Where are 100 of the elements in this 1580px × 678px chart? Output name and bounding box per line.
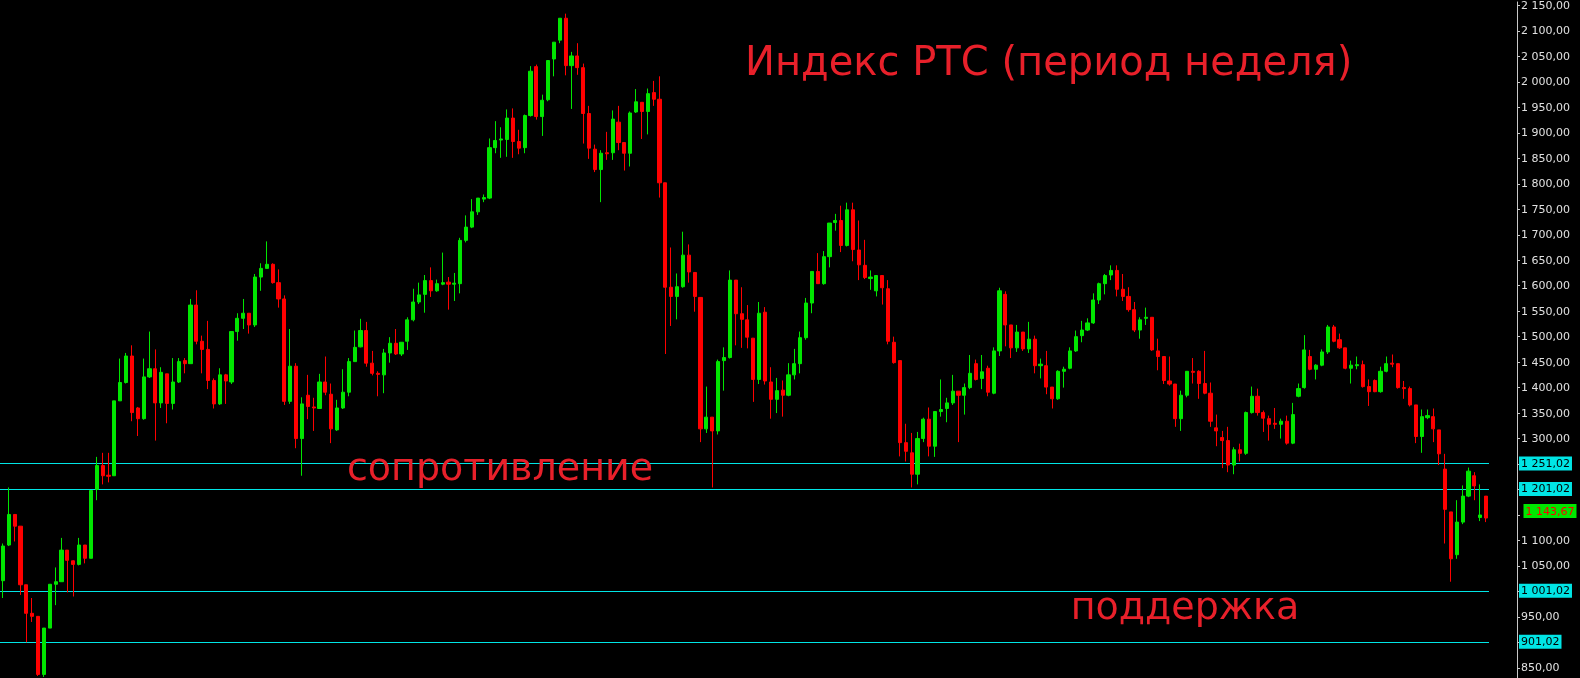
candlestick [452,272,456,302]
candlestick [1021,331,1025,352]
candlestick [429,266,433,298]
candlestick [1449,511,1453,583]
candlestick [1003,290,1007,347]
candlestick [593,144,597,173]
candlestick [1484,495,1488,523]
candlestick [1349,360,1353,385]
candlestick [253,273,257,328]
candlestick [1302,334,1306,390]
y-tick-label: 1 550,00 [1521,304,1570,318]
candlestick [927,406,931,457]
candlestick [194,289,198,345]
candlestick [505,108,509,158]
candlestick [1015,324,1019,353]
y-tick-label: 1 900,00 [1521,126,1570,140]
candlestick [1367,378,1371,407]
candlestick [1390,353,1394,368]
candlestick [1408,386,1412,407]
candlestick [716,359,720,435]
y-tick-label: 1 750,00 [1521,202,1570,216]
candlestick [206,320,210,390]
candlestick [904,423,908,462]
candlestick [798,331,802,374]
candlestick [259,262,263,292]
candlestick [1291,402,1295,445]
candlestick [974,359,978,381]
candlestick [728,269,732,360]
candlestick [1214,414,1218,447]
candlestick [845,202,849,247]
candlestick [734,279,738,346]
candlestick [329,383,333,444]
candlestick [587,105,591,160]
candlestick [118,358,122,402]
candlestick [968,354,972,390]
y-tick-label: 1 950,00 [1521,100,1570,114]
candlestick [347,357,351,397]
candlestick [1050,386,1054,409]
candlestick [353,330,357,363]
candlestick [323,356,327,396]
candlestick [458,237,462,294]
candlestick [1361,360,1365,389]
candlestick [1109,264,1113,281]
candlestick [880,275,884,306]
candlestick [1185,370,1189,398]
candlestick [1062,366,1066,389]
candlestick [781,379,785,418]
candlestick [224,373,228,405]
candlestick [628,110,632,167]
candlestick [534,64,538,121]
candlestick [1179,390,1183,432]
y-tick-label: 2 100,00 [1521,24,1570,38]
candlestick [1373,378,1377,393]
candlestick [863,239,867,280]
candlestick [804,297,808,341]
candlestick [857,220,861,281]
candlestick [1279,418,1283,440]
candlestick [423,274,427,314]
candlestick [218,367,222,406]
candlestick [951,374,955,406]
candlestick [159,366,163,409]
candlestick [200,335,204,374]
candlestick [1197,369,1201,400]
candlestick [910,432,914,488]
candlestick [722,346,726,392]
candlestick [112,400,116,477]
candlestick [1226,426,1230,473]
candlestick [1437,429,1441,466]
candlestick [1320,348,1324,367]
candlestick [851,202,855,262]
candlestick [1355,356,1359,370]
candlestick [1156,338,1160,371]
candlestick [511,107,515,159]
candlestick [1402,380,1406,400]
y-tick-label: 1 100,00 [1521,533,1570,547]
candlestick [83,544,87,564]
candlestick [1273,407,1277,430]
candlestick [1267,415,1271,442]
candlestick [1074,330,1078,353]
candlestick [364,321,368,368]
candlestick [89,490,93,559]
candlestick [546,60,550,102]
candlestick [1238,443,1242,462]
candlestick [816,252,820,285]
text: 1 143,67 [1525,504,1575,518]
y-tick-label: 1 050,00 [1521,559,1570,573]
candlestick [212,377,216,409]
candlestick [1097,282,1101,305]
candlestick [241,298,245,330]
candlestick [605,131,609,161]
candlestick [1314,363,1318,380]
candlestick [335,399,339,432]
candlestick [558,17,562,44]
y-tick-label: 1 700,00 [1521,228,1570,242]
y-tick-label: 1 300,00 [1521,432,1570,446]
candlestick [1308,349,1312,371]
candlestick [48,583,52,629]
candlestick [1038,358,1043,379]
candlestick [1009,324,1013,359]
candlestick [1150,316,1154,352]
